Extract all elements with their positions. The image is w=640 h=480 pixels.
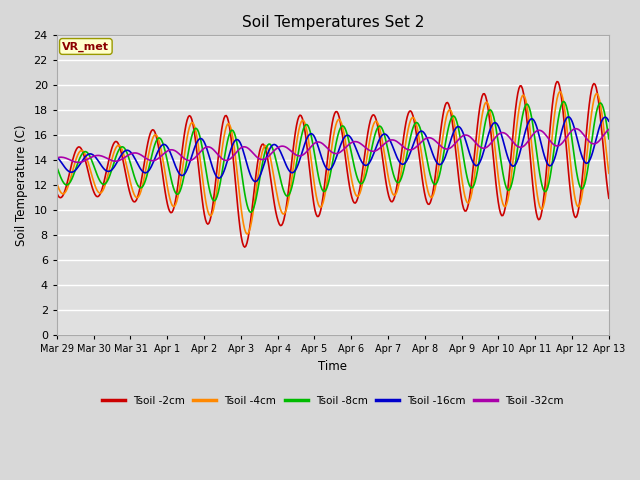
- Tsoil -4cm: [390, 192, 397, 198]
- X-axis label: Time: Time: [318, 360, 348, 373]
- Tsoil -16cm: [556, 138, 563, 144]
- Tsoil -8cm: [53, 164, 61, 170]
- Tsoil -32cm: [75, 159, 83, 165]
- Tsoil -32cm: [226, 156, 234, 162]
- Tsoil -8cm: [556, 110, 563, 116]
- Line: Tsoil -4cm: Tsoil -4cm: [57, 92, 609, 234]
- Tsoil -2cm: [557, 88, 564, 94]
- Tsoil -8cm: [560, 98, 568, 104]
- Tsoil -16cm: [605, 119, 612, 124]
- Tsoil -2cm: [553, 79, 561, 84]
- Tsoil -8cm: [225, 134, 232, 140]
- Title: Soil Temperatures Set 2: Soil Temperatures Set 2: [242, 15, 424, 30]
- Tsoil -32cm: [287, 148, 294, 154]
- Tsoil -32cm: [53, 155, 61, 161]
- Tsoil -32cm: [390, 137, 397, 143]
- Tsoil -4cm: [460, 188, 467, 193]
- Text: VR_met: VR_met: [62, 41, 109, 52]
- Tsoil -4cm: [605, 170, 612, 176]
- Tsoil -2cm: [287, 167, 294, 173]
- Tsoil -16cm: [225, 154, 232, 160]
- Tsoil -32cm: [556, 143, 563, 148]
- Tsoil -2cm: [363, 136, 371, 142]
- Tsoil -4cm: [363, 155, 371, 161]
- Tsoil -8cm: [605, 136, 612, 142]
- Y-axis label: Soil Temperature (C): Soil Temperature (C): [15, 125, 28, 246]
- Tsoil -2cm: [53, 190, 61, 196]
- Line: Tsoil -2cm: Tsoil -2cm: [57, 82, 609, 247]
- Tsoil -32cm: [460, 132, 467, 138]
- Tsoil -4cm: [53, 180, 61, 186]
- Tsoil -32cm: [572, 126, 579, 132]
- Tsoil -8cm: [287, 188, 294, 193]
- Tsoil -4cm: [287, 183, 294, 189]
- Tsoil -8cm: [390, 171, 397, 177]
- Tsoil -2cm: [460, 206, 467, 212]
- Line: Tsoil -8cm: Tsoil -8cm: [57, 101, 609, 212]
- Tsoil -4cm: [243, 231, 251, 237]
- Tsoil -16cm: [287, 169, 294, 175]
- Tsoil -2cm: [605, 195, 612, 201]
- Line: Tsoil -16cm: Tsoil -16cm: [57, 117, 609, 181]
- Tsoil -8cm: [363, 168, 371, 174]
- Tsoil -32cm: [363, 146, 371, 152]
- Tsoil -16cm: [363, 162, 371, 168]
- Tsoil -4cm: [556, 89, 563, 95]
- Tsoil -4cm: [225, 120, 232, 126]
- Tsoil -16cm: [390, 145, 397, 151]
- Tsoil -16cm: [564, 114, 572, 120]
- Tsoil -4cm: [557, 89, 564, 95]
- Tsoil -16cm: [252, 179, 259, 184]
- Tsoil -16cm: [53, 154, 61, 160]
- Line: Tsoil -32cm: Tsoil -32cm: [57, 129, 609, 162]
- Tsoil -16cm: [460, 132, 467, 137]
- Tsoil -2cm: [225, 119, 232, 125]
- Tsoil -8cm: [246, 209, 254, 215]
- Legend: Tsoil -2cm, Tsoil -4cm, Tsoil -8cm, Tsoil -16cm, Tsoil -32cm: Tsoil -2cm, Tsoil -4cm, Tsoil -8cm, Tsoi…: [97, 392, 568, 410]
- Tsoil -2cm: [390, 197, 397, 203]
- Tsoil -8cm: [460, 156, 467, 161]
- Tsoil -32cm: [605, 126, 612, 132]
- Tsoil -2cm: [241, 244, 248, 250]
